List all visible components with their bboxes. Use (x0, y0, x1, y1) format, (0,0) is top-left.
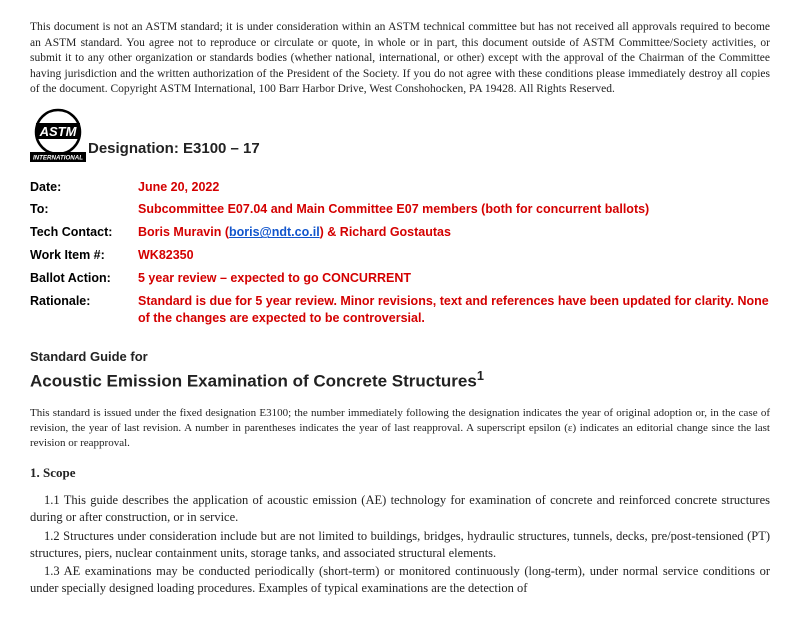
metadata-table: Date: June 20, 2022 To: Subcommittee E07… (30, 176, 770, 330)
svg-text:ASTM: ASTM (39, 124, 78, 139)
work-item-value: WK82350 (138, 244, 770, 267)
date-value: June 20, 2022 (138, 176, 770, 199)
logo-designation-row: ASTM INTERNATIONAL Designation: E3100 – … (30, 106, 770, 162)
ballot-action-label: Ballot Action: (30, 267, 138, 290)
to-label: To: (30, 198, 138, 221)
tech-contact-prefix: Boris Muravin ( (138, 225, 229, 239)
rationale-label: Rationale: (30, 290, 138, 330)
tech-contact-email-link[interactable]: boris@ndt.co.il (229, 225, 320, 239)
rationale-value: Standard is due for 5 year review. Minor… (138, 290, 770, 330)
copyright-disclaimer: This document is not an ASTM standard; i… (30, 20, 770, 98)
tech-contact-label: Tech Contact: (30, 221, 138, 244)
to-value: Subcommittee E07.04 and Main Committee E… (138, 198, 770, 221)
scope-para-3: 1.3 AE examinations may be conducted per… (30, 563, 770, 597)
scope-heading: 1. Scope (30, 464, 770, 482)
work-item-label: Work Item #: (30, 244, 138, 267)
tech-contact-suffix: ) & Richard Gostautas (320, 225, 451, 239)
standard-note: This standard is issued under the fixed … (30, 406, 770, 451)
guide-pretitle: Standard Guide for (30, 348, 770, 366)
astm-logo: ASTM INTERNATIONAL (30, 106, 86, 162)
designation-heading: Designation: E3100 – 17 (88, 139, 260, 161)
tech-contact-value: Boris Muravin (boris@ndt.co.il) & Richar… (138, 221, 770, 244)
guide-title: Acoustic Emission Examination of Concret… (30, 367, 770, 394)
guide-title-footnote: 1 (477, 368, 484, 383)
svg-text:INTERNATIONAL: INTERNATIONAL (33, 154, 83, 161)
date-label: Date: (30, 176, 138, 199)
scope-para-2: 1.2 Structures under consideration inclu… (30, 528, 770, 562)
guide-title-text: Acoustic Emission Examination of Concret… (30, 372, 477, 391)
scope-para-1: 1.1 This guide describes the application… (30, 492, 770, 526)
ballot-action-value: 5 year review – expected to go CONCURREN… (138, 267, 770, 290)
